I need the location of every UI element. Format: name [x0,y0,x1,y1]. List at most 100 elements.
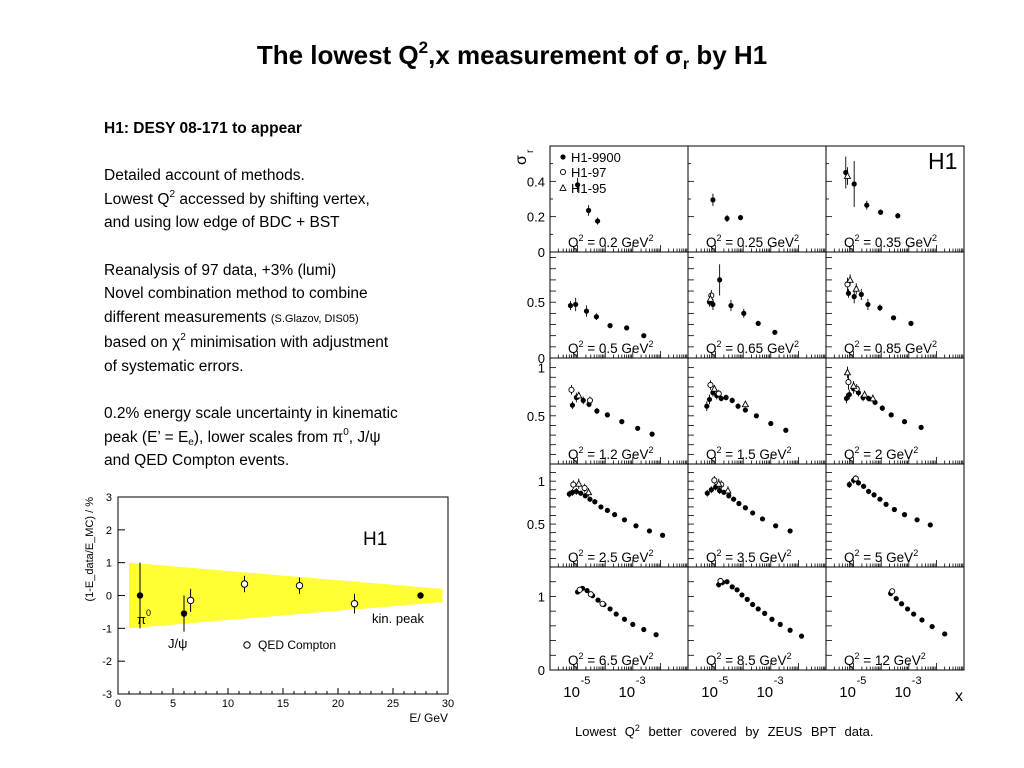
marker-h1-9900 [929,623,935,630]
marker-h1-97 [576,586,583,593]
x-tick-exp: -5 [581,675,591,687]
marker-h1-9900 [736,500,742,507]
marker-h1-9900 [741,310,747,316]
marker-h1-9900 [613,611,619,617]
q2-label: Q2 = 2 GeV2 [844,445,918,462]
marker-h1-95 [574,391,583,399]
y-tick-label: 0.2 [527,210,545,225]
marker-h1-9900 [573,488,579,495]
legend-entry: H1-97 [571,165,606,180]
x-tick-label: 10 [756,684,773,701]
body-text: H1: DESY 08-171 to appear Detailed accou… [104,117,464,473]
marker-h1-9900 [901,419,908,425]
x-tick-label: 10 [618,684,635,701]
x-tick-label: 25 [387,698,399,710]
y-tick-label: 0 [106,591,112,603]
marker-h1-9900 [729,397,735,403]
grid-h1-label: H1 [928,148,957,174]
marker-h1-97 [707,381,714,389]
legend-entry: H1-95 [571,181,606,196]
marker-h1-9900 [621,517,628,523]
q2-label: Q2 = 1.5 GeV2 [706,445,791,462]
q2-label: Q2 = 6.5 GeV2 [568,651,653,668]
marker-h1-9900 [914,517,920,523]
marker-h1-9900 [798,633,805,639]
data-point-open [350,600,359,608]
marker-h1-9900 [871,492,877,498]
marker-h1-9900 [843,395,850,402]
marker-h1-9900 [717,488,723,494]
marker-h1-9900 [911,611,917,617]
marker-h1-9900 [598,504,604,510]
legend-open-marker [243,641,251,649]
q2-label: Q2 = 2.5 GeV2 [568,548,653,565]
text-line: peak (E’ = Ee), lower scales from π0, J/… [104,426,381,448]
y-tick-label: 0.4 [527,174,545,189]
marker-h1-9900 [893,596,899,602]
marker-h1-9900 [569,489,576,495]
text-line: of systematic errors. [104,357,244,375]
y-tick-label: 0.5 [527,517,545,532]
marker-h1-9900 [724,579,730,585]
x-tick-label: 10 [563,684,580,701]
text-line: Detailed account of methods. [104,167,305,185]
x-tick-label: 10 [839,684,856,701]
y-tick-label: -1 [102,623,112,635]
text-line: based on χ2 minimisation with adjustment [104,332,389,352]
marker-h1-97 [711,477,718,484]
marker-h1-9900 [653,632,659,638]
y-tick-label: 1 [106,558,112,570]
q2-label: Q2 = 5 GeV2 [844,548,918,565]
grid-caption: Lowest Q2 better covered by ZEUS BPT dat… [575,723,874,740]
marker-h1-9900 [706,396,713,403]
marker-h1-9900 [769,616,775,622]
marker-h1-9900 [877,209,884,215]
marker-h1-9900 [710,301,716,308]
marker-h1-9900 [583,308,590,314]
marker-h1-9900 [567,302,574,309]
marker-h1-9900 [891,506,897,513]
kin-peak-label: kin. peak [372,611,425,626]
marker-h1-95 [724,486,732,494]
x-tick-label: 5 [170,698,176,710]
marker-h1-9900 [604,412,610,418]
q2-label: Q2 = 0.25 GeV2 [706,233,799,250]
q2-label: Q2 = 0.85 GeV2 [844,339,937,356]
marker-h1-95 [869,394,877,402]
marker-h1-9900 [594,408,600,414]
x-axis-label: E/ GeV [409,711,448,725]
marker-h1-9900 [621,616,628,622]
marker-h1-9900 [845,290,852,296]
text-line: and using low edge of BDC + BST [104,214,340,232]
marker-h1-9900 [877,305,883,311]
marker-h1-9900 [607,606,613,612]
marker-h1-9900 [883,501,889,507]
marker-h1-9900 [731,496,737,502]
marker-h1-9900 [584,587,590,594]
marker-h1-97 [586,397,593,404]
marker-h1-9900 [787,627,793,633]
marker-h1-9900 [718,395,724,402]
marker-h1-9900 [569,402,576,408]
marker-h1-9900 [593,314,600,320]
q2-label: Q2 = 8.5 GeV2 [706,651,791,668]
text-line: Lowest Q2 accessed by shifting vertex, [104,188,370,208]
marker-h1-9900 [879,405,885,411]
x-tick-exp: -5 [719,675,729,687]
marker-h1-95 [741,400,750,408]
marker-h1-9900 [755,606,761,612]
marker-h1-9900 [904,606,911,612]
grid-frame [549,145,965,671]
y-tick-label: 0 [538,351,545,366]
marker-h1-97 [581,484,588,492]
marker-h1-9900 [851,294,857,300]
q2-label: Q2 = 1.2 GeV2 [568,445,653,462]
marker-h1-9900 [737,214,744,221]
x-tick-label: 0 [115,698,121,710]
marker-h1-95 [843,171,852,179]
data-point [180,610,188,617]
data-point [417,592,424,599]
marker-h1-9900 [575,182,581,188]
marker-h1-9900 [858,291,864,297]
marker-h1-9900 [578,490,584,496]
